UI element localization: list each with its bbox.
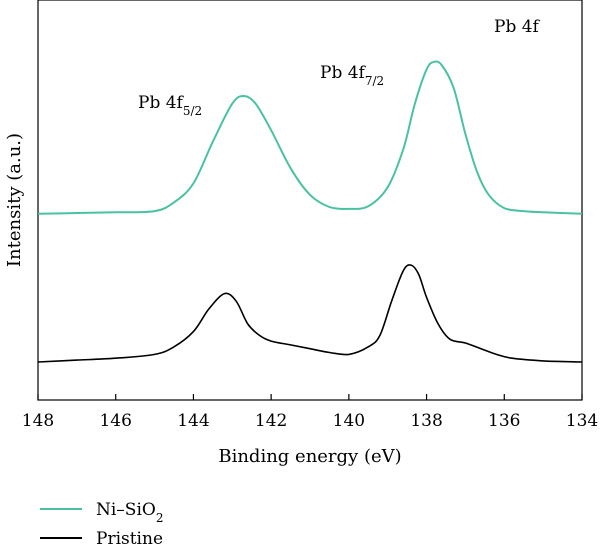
annotation-pb4f72-sub: 7/2 (365, 74, 384, 88)
annotation-pb4f: Pb 4f (494, 17, 541, 37)
annotation-pb4f72: Pb 4f7/2 (320, 63, 384, 88)
series-layer (37, 60, 583, 363)
legend-label-ni-sio2: Ni–SiO2 (96, 500, 163, 525)
legend: Ni–SiO2 Pristine (40, 500, 163, 546)
x-tick-label: 144 (177, 411, 209, 431)
x-tick-label: 138 (410, 411, 442, 431)
legend-label-ni-sio2-sub: 2 (156, 511, 164, 525)
x-tick-label: 140 (333, 411, 365, 431)
annotation-pb4f52: Pb 4f5/2 (138, 93, 202, 118)
x-tick-label: 148 (22, 411, 54, 431)
series-line-ni-sio2 (37, 60, 583, 215)
x-axis-ticks: 148 146 144 142 140 138 136 134 (22, 394, 598, 431)
series-line-pristine (37, 264, 583, 363)
x-tick-label: 142 (255, 411, 287, 431)
x-tick-label: 146 (99, 411, 131, 431)
annotation-pb4f52-sub: 5/2 (183, 104, 202, 118)
plot-frame (37, 0, 583, 401)
x-axis-title: Binding energy (eV) (218, 446, 401, 467)
legend-label-pristine: Pristine (96, 529, 163, 546)
y-axis-title: Intensity (a.u.) (4, 133, 25, 267)
x-tick-label: 134 (566, 411, 598, 431)
x-tick-label: 136 (488, 411, 520, 431)
